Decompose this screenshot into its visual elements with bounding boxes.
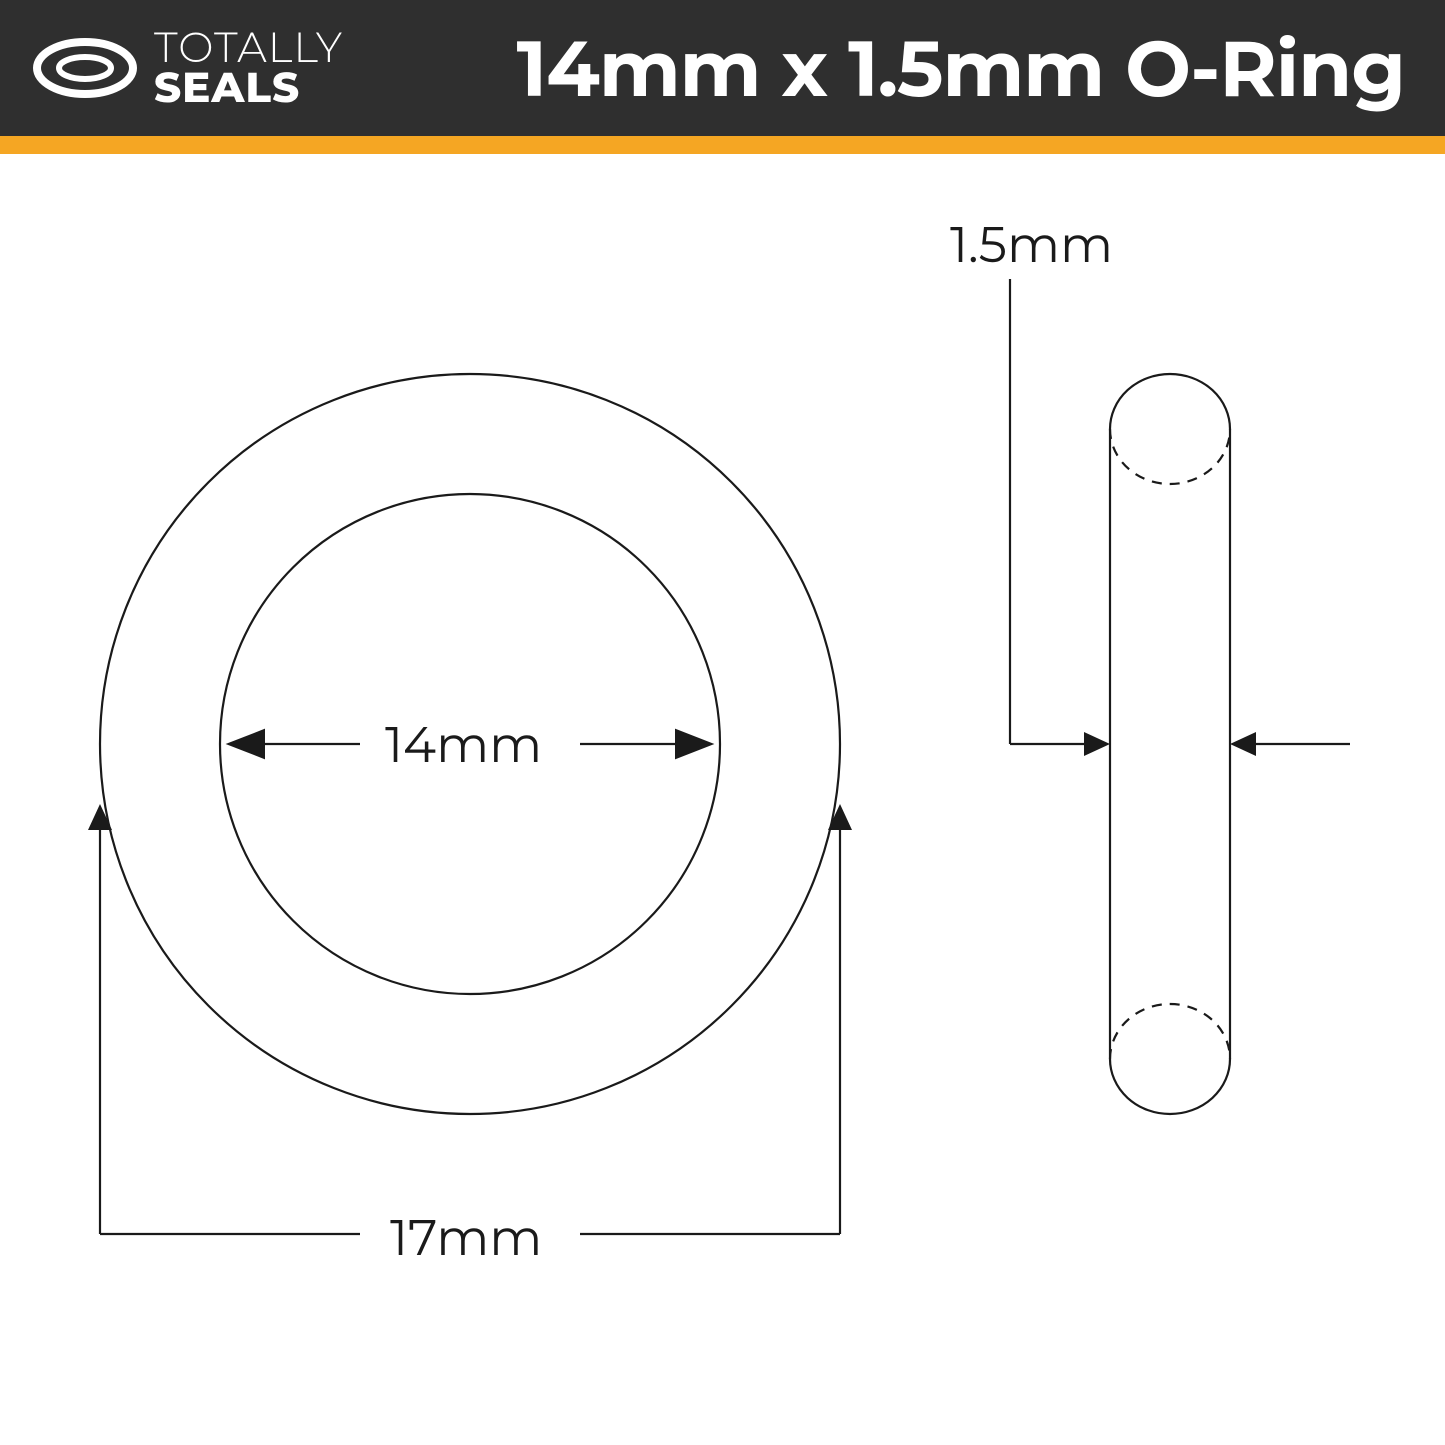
brand-logo: TOTALLY SEALS — [30, 28, 343, 108]
outer-diameter-label: 17mm — [390, 1207, 542, 1268]
inner-diameter-label: 14mm — [385, 714, 542, 775]
accent-bar — [0, 136, 1445, 154]
thickness-label: 1.5mm — [950, 214, 1113, 275]
logo-text-line2: SEALS — [154, 68, 343, 108]
header-bar: TOTALLY SEALS 14mm x 1.5mm O-Ring — [0, 0, 1445, 136]
oring-logo-icon — [30, 28, 140, 108]
product-title: 14mm x 1.5mm O-Ring — [343, 20, 1405, 116]
diagram-area: 14mm 17mm 1.5mm — [0, 154, 1445, 1424]
